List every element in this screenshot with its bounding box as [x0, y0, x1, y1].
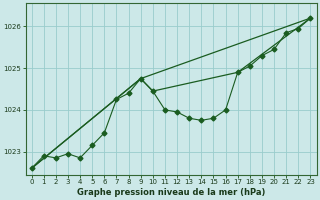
X-axis label: Graphe pression niveau de la mer (hPa): Graphe pression niveau de la mer (hPa) — [77, 188, 265, 197]
